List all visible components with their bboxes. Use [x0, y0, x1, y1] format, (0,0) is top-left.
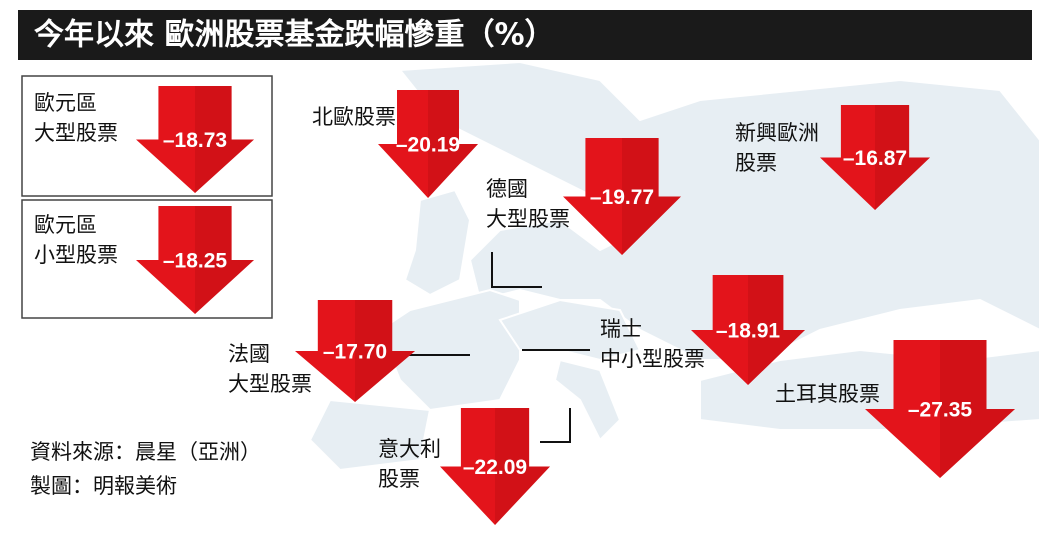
- value: –16.87: [843, 147, 907, 170]
- label: 歐元區: [34, 91, 97, 115]
- label: 大型股票: [228, 372, 312, 396]
- arrow-shade: [748, 275, 805, 385]
- label: 北歐股票: [312, 105, 396, 129]
- value: –17.70: [323, 341, 387, 364]
- value: –18.91: [716, 320, 781, 343]
- source: 資料來源：晨星（亞洲）: [30, 440, 261, 464]
- box: [21, 199, 273, 319]
- label: 股票: [378, 467, 420, 491]
- title: 今年以來 歐洲股票基金跌幅慘重（%）: [34, 18, 555, 53]
- value: –20.19: [396, 134, 460, 157]
- label: 股票: [735, 151, 777, 175]
- label: 歐元區: [34, 213, 97, 237]
- label: 小型股票: [34, 243, 118, 267]
- title-bar: [18, 10, 1032, 60]
- arrow-shade: [428, 90, 478, 198]
- label: 德國: [486, 177, 528, 201]
- label: 意大利: [378, 437, 441, 461]
- items: –18.73歐元區大型股票–18.25歐元區小型股票–20.19北歐股票–19.…: [34, 86, 1015, 525]
- value: –27.35: [908, 399, 973, 422]
- label: 大型股票: [34, 121, 118, 145]
- label: 大型股票: [486, 207, 570, 231]
- label: 瑞士: [600, 317, 642, 341]
- arrow-shade: [940, 340, 1015, 478]
- arrow-shade: [622, 138, 681, 255]
- arrow-shade: [355, 300, 415, 402]
- label: 土耳其股票: [775, 382, 880, 406]
- value: –22.09: [463, 456, 527, 479]
- value: –18.25: [163, 250, 228, 273]
- arrow-shade: [195, 206, 254, 314]
- label: 中小型股票: [600, 347, 705, 371]
- credit: 製圖：明報美術: [30, 474, 177, 498]
- arrow-shade: [875, 105, 930, 210]
- value: –19.77: [590, 186, 654, 209]
- label: 新興歐洲: [735, 121, 819, 145]
- label: 法國: [228, 342, 270, 366]
- value: –18.73: [163, 129, 227, 152]
- box: [21, 75, 273, 197]
- arrow-shade: [495, 408, 550, 525]
- arrow-shade: [195, 86, 254, 193]
